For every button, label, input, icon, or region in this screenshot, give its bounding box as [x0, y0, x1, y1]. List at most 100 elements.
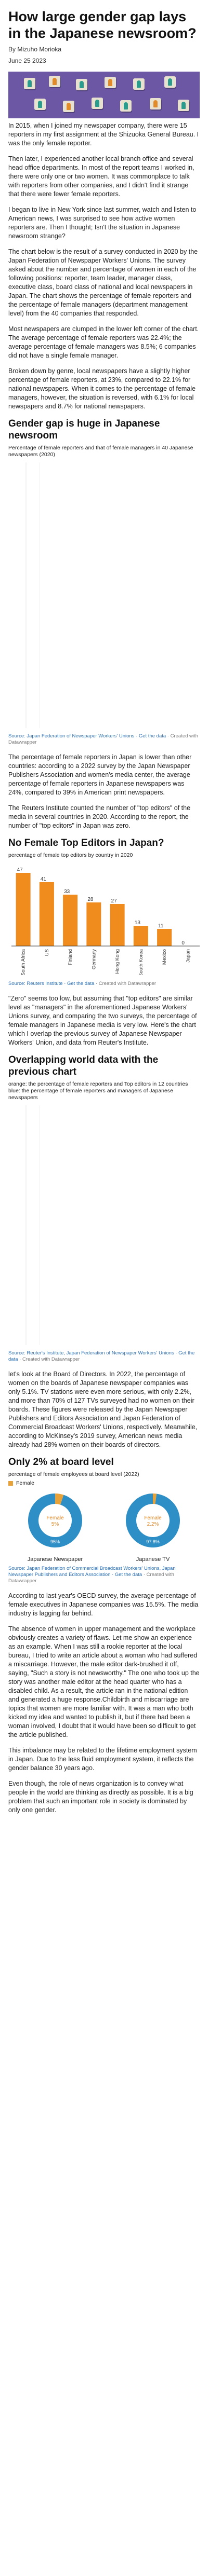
- bar-category-label: US: [44, 949, 50, 956]
- chart-legend: Female: [8, 1480, 200, 1486]
- donut-slice: [153, 1493, 157, 1504]
- paragraph: This imbalance may be related to the lif…: [8, 1747, 197, 1772]
- legend-swatch: [8, 1481, 13, 1486]
- chart-subtitle: orange: the percentage of female reporte…: [8, 1081, 188, 1101]
- donut-tv: Female 2.2% 97.8% Japanese TV: [106, 1489, 200, 1563]
- bar: [39, 882, 54, 946]
- figure-tile: [150, 98, 161, 109]
- scatter-chart: [8, 460, 200, 730]
- legend-label: Female: [16, 1480, 35, 1486]
- section-heading: No Female Top Editors in Japan?: [8, 838, 164, 848]
- bar-category-label: South Korea: [138, 949, 144, 975]
- bar-value-label: 33: [64, 889, 70, 895]
- donut-slice-label: 95%: [50, 1539, 60, 1544]
- chart-subtitle: percentage of female employees at board …: [8, 1471, 139, 1477]
- bar-value-label: 41: [41, 876, 47, 882]
- publish-date: June 25 2023: [8, 57, 46, 64]
- bar-value-label: 28: [87, 897, 94, 902]
- overlap-chart: [8, 1103, 200, 1347]
- paragraph: Most newspapers are clumped in the lower…: [8, 325, 199, 359]
- section-heading: Overlapping world data with the previous…: [8, 1054, 159, 1077]
- bar-category-label: Finland: [68, 949, 73, 965]
- source-link[interactable]: Source: Reuter's Institute, Japan Federa…: [8, 1350, 195, 1362]
- chart-source: Source: Japan Federation of Commercial B…: [8, 1566, 200, 1584]
- byline: By Mizuho Morioka: [8, 46, 62, 53]
- bar-category-label: Germany: [91, 949, 97, 969]
- source-link[interactable]: Source: Reuters Institute · Get the data: [8, 981, 95, 986]
- section-heading: Gender gap is huge in Japanese newsroom: [8, 418, 160, 441]
- figure-tile: [92, 98, 103, 109]
- paragraph: Then later, I experienced another local …: [8, 155, 194, 198]
- chart-source: Source: Reuter's Institute, Japan Federa…: [8, 1350, 200, 1363]
- figure-tile: [49, 76, 60, 87]
- bar-value-label: 27: [111, 898, 118, 904]
- figure-tile: [24, 78, 35, 89]
- paragraph: The percentage of female reporters in Ja…: [8, 753, 192, 796]
- bar-category-label: South Africa: [21, 949, 27, 975]
- donut-slice: [28, 1493, 82, 1547]
- figure-tile: [63, 101, 74, 112]
- chart-subtitle: Percentage of female reporters and that …: [8, 445, 193, 458]
- article: How large gender gap lays in the Japanes…: [8, 9, 200, 1814]
- figure-tile: [120, 100, 132, 112]
- paragraph: let's look at the Board of Directors. In…: [8, 1371, 198, 1448]
- paragraph: I began to live in New York since last s…: [8, 206, 197, 240]
- figure-tile: [164, 76, 176, 88]
- chart-source: Source: Reuters Institute · Get the data…: [8, 981, 200, 987]
- bar: [16, 873, 31, 946]
- figure-tile: [34, 99, 46, 110]
- section-heading: Only 2% at board level: [8, 1457, 114, 1468]
- bar-value-label: 0: [181, 940, 185, 946]
- chart-source: Source: Japan Federation of Newspaper Wo…: [8, 733, 200, 746]
- paragraph: The Reuters Institute counted the number…: [8, 804, 191, 829]
- donut-charts: Female 5% 95% Japanese Newspaper Female 2.2…: [8, 1489, 200, 1563]
- bar-value-label: 13: [135, 920, 141, 926]
- figure-tile: [133, 78, 145, 90]
- source-link[interactable]: Source: Japan Federation of Commercial B…: [8, 1566, 176, 1578]
- figure-tile: [76, 79, 87, 90]
- source-credit: · Created with Datawrapper: [94, 981, 157, 986]
- bar: [63, 895, 78, 946]
- bar-chart-svg: 47 South Africa 41 US 33 Finland 28 Germany 27 Ho…: [11, 867, 200, 977]
- bar: [157, 929, 172, 946]
- donut-center-value: 2.2%: [147, 1522, 159, 1527]
- donut-slice-label: 97.8%: [146, 1539, 160, 1544]
- bar-category-label: Japan: [185, 949, 191, 963]
- bar-category-label: Mexico: [162, 949, 167, 965]
- figure-tile: [105, 77, 116, 88]
- bar: [110, 904, 125, 946]
- paragraph: "Zero" seems too low, but assuming that …: [8, 995, 197, 1046]
- paragraph: The chart below is the result of a surve…: [8, 248, 198, 317]
- paragraph: Even though, the role of news organizati…: [8, 1780, 193, 1814]
- donut-slice: [126, 1493, 180, 1547]
- paragraph: Broken down by genre, local newspapers h…: [8, 367, 196, 410]
- donut-slice: [55, 1493, 64, 1505]
- paragraph: According to last year's OECD survey, th…: [8, 1592, 199, 1617]
- overlap-chart-svg: [25, 1105, 40, 1345]
- chart-subtitle: percentage of female top editors by coun…: [8, 852, 133, 858]
- bar: [133, 926, 148, 946]
- hero-image: [8, 72, 200, 118]
- bar-value-label: 11: [158, 923, 164, 929]
- donut-center-value: 5%: [51, 1522, 59, 1527]
- donut-center-label: Female: [144, 1515, 162, 1521]
- bar-value-label: 47: [17, 867, 23, 873]
- paragraph: In 2015, when I joined my newspaper comp…: [8, 122, 199, 147]
- article-title: How large gender gap lays in the Japanes…: [8, 9, 197, 41]
- donut-center-label: Female: [46, 1515, 64, 1521]
- donut-caption: Japanese Newspaper: [27, 1556, 83, 1563]
- source-credit: · Created with Datawrapper: [8, 1572, 174, 1584]
- scatter-chart-svg: [25, 462, 40, 728]
- source-credit: · Created with Datawrapper: [18, 1356, 80, 1362]
- donut-caption: Japanese TV: [136, 1556, 170, 1563]
- bar-category-label: Hong Kong: [115, 949, 121, 974]
- bar-chart: 47 South Africa 41 US 33 Finland 28 Germany 27 Ho…: [8, 861, 200, 978]
- source-link[interactable]: Source: Japan Federation of Newspaper Wo…: [8, 733, 166, 739]
- source-credit: · Created with Datawrapper: [8, 733, 198, 745]
- paragraph: The absence of women in upper management…: [8, 1625, 200, 1738]
- figure-tile: [178, 100, 189, 111]
- donut-newspaper: Female 5% 95% Japanese Newspaper: [8, 1489, 102, 1563]
- bar: [86, 902, 101, 946]
